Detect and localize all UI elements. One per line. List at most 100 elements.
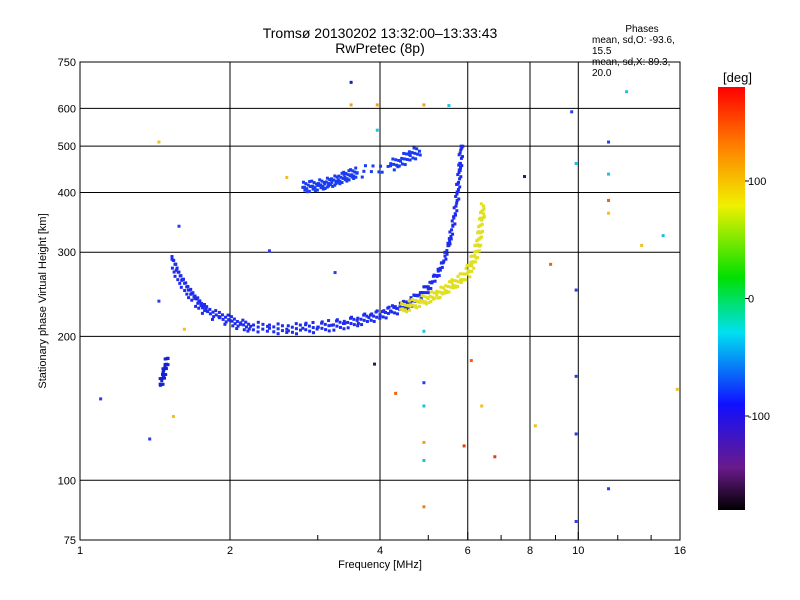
trace-point [214,309,218,313]
scatter-point [349,103,353,107]
trace-point [208,307,212,311]
trace-point [447,237,451,241]
trace-point [468,275,472,279]
trace-point [424,300,428,304]
trace-point [435,289,439,293]
trace-point [294,327,298,331]
trace-point [384,316,388,320]
trace-point [183,288,187,292]
trace-point [378,314,382,318]
trace-point [435,293,439,297]
trace-point [456,187,460,191]
trace-point [306,183,310,187]
trace-point [383,310,387,314]
trace-point [395,312,399,316]
trace-point [458,272,462,276]
y-tick-label: 100 [58,475,76,487]
trace-point [352,323,356,327]
trace-point [405,157,409,161]
trace-point [459,144,463,148]
trace-point [335,175,339,179]
trace-point [294,322,298,326]
trace-point [410,151,414,155]
trace-point [411,303,415,307]
scatter-point [333,271,337,275]
trace-point [429,300,433,304]
trace-point [341,176,345,180]
trace-point [276,322,280,326]
trace-point [432,291,436,295]
trace-point [441,286,445,290]
trace-point [448,280,452,284]
trace-point [460,155,464,159]
scatter-point [607,172,611,176]
trace-point [421,291,425,295]
trace-point [403,301,407,305]
scatter-point [422,458,426,462]
trace-point [327,324,331,328]
trace-point [334,182,338,186]
trace-point [473,250,477,254]
trace-point [444,257,448,261]
trace-point [346,173,350,177]
trace-point [414,304,418,308]
trace-point [353,170,357,174]
trace-point [344,171,348,175]
trace-point [324,328,328,332]
trace-point [386,164,390,168]
trace-point [346,320,350,324]
trace-point [452,278,456,282]
trace-point [443,254,447,258]
trace-point [252,323,256,327]
trace-point [396,165,400,169]
trace-point [428,294,432,298]
trace-point [266,324,270,328]
trace-point [438,295,442,299]
trace-point [233,322,237,326]
trace-point [467,264,471,268]
trace-point [356,316,360,320]
trace-point [246,329,250,333]
scatter-point [349,80,353,84]
trace-point [327,184,331,188]
trace-point [482,207,486,211]
trace-point [244,325,248,329]
trace-point [446,241,450,245]
trace-point [201,306,205,310]
trace-point [193,294,197,298]
trace-point [338,325,342,329]
trace-point [469,263,473,267]
trace-point [427,301,431,305]
trace-point [352,174,356,178]
colorbar [718,87,745,510]
trace-point [365,314,369,318]
trace-point [340,171,344,175]
trace-point [199,301,203,305]
scatter-point [422,329,426,333]
trace-point [338,179,342,183]
trace-point [397,158,401,162]
trace-point [166,356,170,360]
trace-point [432,273,436,277]
trace-point [199,304,203,308]
trace-point [415,306,419,310]
scatter-point [607,487,611,491]
scatter-point [422,404,426,408]
colorbar-tick-label: 100 [748,176,766,188]
trace-point [464,278,468,282]
trace-point [349,316,353,320]
trace-point [326,181,330,185]
trace-point [448,242,452,246]
trace-point [462,278,466,282]
scatter-point [607,140,611,144]
trace-point [457,170,461,174]
scatter-point [157,140,161,144]
trace-point [426,285,430,289]
trace-point [249,324,253,328]
trace-point [402,302,406,306]
trace-point [430,290,434,294]
trace-point [208,312,212,316]
trace-point [231,324,235,328]
trace-point [350,173,354,177]
trace-point [429,286,433,290]
